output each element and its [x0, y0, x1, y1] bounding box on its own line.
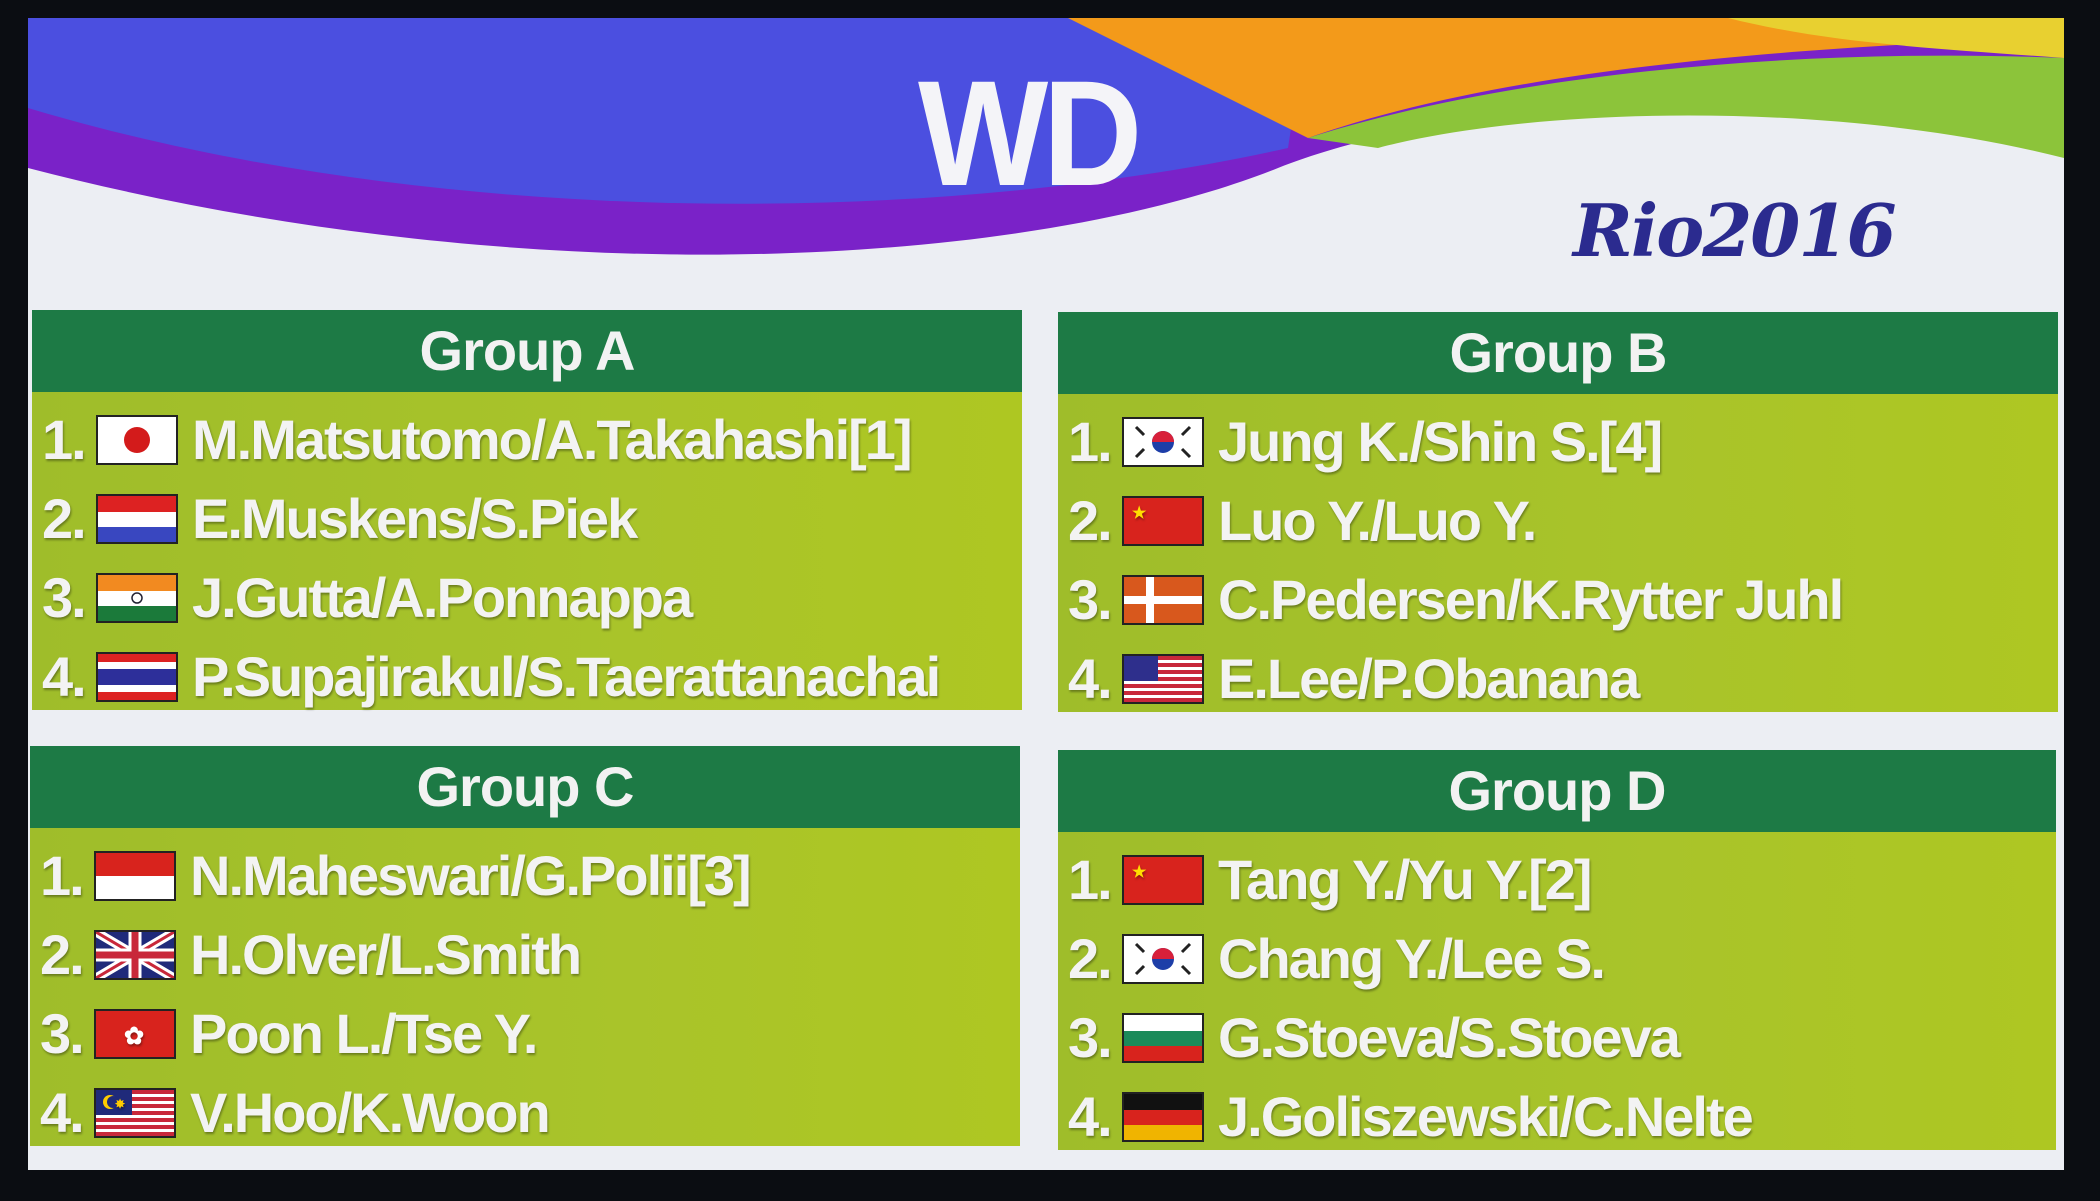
team-entry: 1. Jung K./Shin S.[4] [1058, 402, 2058, 481]
team-entry: 4. P.Supajirakul/S.Taerattanachai [32, 637, 1022, 716]
team-name: H.Olver/L.Smith [190, 923, 582, 986]
team-name: V.Hoo/K.Woon [190, 1081, 551, 1144]
hong-kong-flag-icon: ✿ [94, 1008, 176, 1059]
team-entry: 2. Chang Y./Lee S. [1058, 919, 2056, 998]
team-name: Luo Y./Luo Y. [1218, 489, 1537, 552]
seed-number: 3. [40, 1002, 85, 1065]
team-entry: 1. M.Matsutomo/A.Takahashi[1] [32, 400, 1022, 479]
team-entry: 4. ✸ V.Hoo/K.Woon [30, 1073, 1020, 1152]
seed-number: 4. [1068, 647, 1113, 710]
seed-number: 1. [1068, 410, 1113, 473]
team-entry: 1. N.Maheswari/G.Polii[3] [30, 836, 1020, 915]
group-header: Group D [1058, 750, 2056, 832]
team-entry: 2. E.Muskens/S.Piek [32, 479, 1022, 558]
group-entries: 1. ★ Tang Y./Yu Y.[2] 2. Chang Y./Lee S.… [1058, 832, 2056, 1150]
svg-text:✿: ✿ [124, 1023, 144, 1050]
team-entry: 4. E.Lee/P.Obanana [1058, 639, 2058, 718]
group-header: Group C [30, 746, 1020, 828]
seed-number: 1. [40, 844, 85, 907]
group-d-panel: Group D 1. ★ Tang Y./Yu Y.[2] 2. Chang Y… [1058, 750, 2056, 1150]
seed-number: 3. [1068, 568, 1113, 631]
china-flag-icon: ★ [1122, 495, 1204, 546]
seed-number: 2. [40, 923, 85, 986]
team-entry: 3. G.Stoeva/S.Stoeva [1058, 998, 2056, 1077]
team-entry: 2. ★ Luo Y./Luo Y. [1058, 481, 2058, 560]
denmark-flag-icon [1122, 574, 1204, 625]
group-a-panel: Group A 1. M.Matsutomo/A.Takahashi[1] 2.… [32, 310, 1022, 710]
korea-flag-icon [1122, 416, 1204, 467]
team-entry: 1. ★ Tang Y./Yu Y.[2] [1058, 840, 2056, 919]
seed-number: 2. [42, 487, 87, 550]
group-entries: 1. Jung K./Shin S.[4] 2. ★ Luo Y./Luo Y.… [1058, 394, 2058, 712]
banner-waves [28, 18, 2064, 338]
group-b-panel: Group B 1. Jung K./Shin S.[4] 2. ★ Luo Y… [1058, 312, 2058, 712]
indonesia-flag-icon [94, 850, 176, 901]
rio2016-logo: Rio2016 [1573, 188, 1897, 273]
korea-flag-icon [1122, 933, 1204, 984]
team-name: J.Goliszewski/C.Nelte [1218, 1085, 1754, 1148]
seed-number: 3. [42, 566, 87, 629]
team-name: Tang Y./Yu Y.[2] [1218, 848, 1593, 911]
india-flag-icon [96, 572, 178, 623]
seed-number: 1. [1068, 848, 1113, 911]
malaysia-flag-icon: ✸ [94, 1087, 176, 1138]
team-name: J.Gutta/A.Ponnappa [192, 566, 693, 629]
group-entries: 1. M.Matsutomo/A.Takahashi[1] 2. E.Muske… [32, 392, 1022, 710]
uk-flag-icon [94, 929, 176, 980]
seed-number: 4. [40, 1081, 85, 1144]
seed-number: 1. [42, 408, 87, 471]
team-name: E.Muskens/S.Piek [192, 487, 638, 550]
team-name: E.Lee/P.Obanana [1218, 647, 1640, 710]
netherlands-flag-icon [96, 493, 178, 544]
seed-number: 2. [1068, 927, 1113, 990]
group-header: Group A [32, 310, 1022, 392]
display-screen: WD Rio2016 Group A 1. M.Matsutomo/A.Taka… [28, 18, 2064, 1170]
group-c-panel: Group C 1. N.Maheswari/G.Polii[3] 2. H.O… [30, 746, 1020, 1146]
event-title: WD [918, 49, 1142, 217]
germany-flag-icon [1122, 1091, 1204, 1142]
team-name: P.Supajirakul/S.Taerattanachai [192, 645, 941, 708]
seed-number: 2. [1068, 489, 1113, 552]
seed-number: 3. [1068, 1006, 1113, 1069]
group-entries: 1. N.Maheswari/G.Polii[3] 2. H.Olver/L.S… [30, 828, 1020, 1146]
japan-flag-icon [96, 414, 178, 465]
seed-number: 4. [42, 645, 87, 708]
team-name: C.Pedersen/K.Rytter Juhl [1218, 568, 1844, 631]
bulgaria-flag-icon [1122, 1012, 1204, 1063]
team-name: Poon L./Tse Y. [190, 1002, 538, 1065]
monitor-bezel [0, 1170, 2100, 1201]
usa-flag-icon [1122, 653, 1204, 704]
team-entry: 3. C.Pedersen/K.Rytter Juhl [1058, 560, 2058, 639]
team-entry: 2. H.Olver/L.Smith [30, 915, 1020, 994]
team-entry: 3. J.Gutta/A.Ponnappa [32, 558, 1022, 637]
team-name: M.Matsutomo/A.Takahashi[1] [192, 408, 913, 471]
team-name: Chang Y./Lee S. [1218, 927, 1606, 990]
group-header: Group B [1058, 312, 2058, 394]
team-entry: 3. ✿ Poon L./Tse Y. [30, 994, 1020, 1073]
team-name: G.Stoeva/S.Stoeva [1218, 1006, 1681, 1069]
team-name: N.Maheswari/G.Polii[3] [190, 844, 752, 907]
thailand-flag-icon [96, 651, 178, 702]
seed-number: 4. [1068, 1085, 1113, 1148]
team-entry: 4. J.Goliszewski/C.Nelte [1058, 1077, 2056, 1156]
team-name: Jung K./Shin S.[4] [1218, 410, 1663, 473]
china-flag-icon: ★ [1122, 854, 1204, 905]
